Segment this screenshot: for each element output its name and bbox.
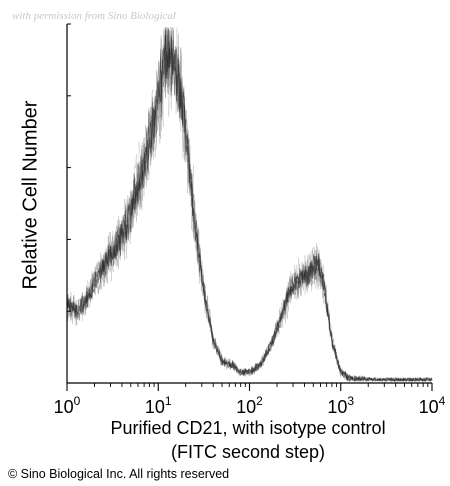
x-tick-label-exponent: 0 [74,394,81,408]
histogram-trace-3 [66,29,432,383]
histogram-trace-6 [66,27,433,383]
x-tick-label-exponent: 1 [165,394,172,408]
axis-layer [66,24,432,384]
x-tick-label-exponent: 4 [439,394,446,408]
x-tick-label: 104 [419,394,446,417]
x-tick-label-base: 10 [236,397,256,417]
copyright-text: © Sino Biological Inc. All rights reserv… [8,467,230,481]
y-axis-label: Relative Cell Number [19,100,42,290]
x-tick-label-base: 10 [327,397,347,417]
watermark-text: with permission from Sino Biological [12,10,176,22]
histogram-trace-2 [66,27,433,383]
x-tick-label-base: 10 [419,397,439,417]
x-tick-label-exponent: 2 [256,394,263,408]
histogram-trace-1 [66,27,433,383]
x-tick-label-exponent: 3 [347,394,354,408]
x-tick-label-base: 10 [54,397,74,417]
x-axis-label-line2: (FITC second step) [170,442,326,462]
x-tick-label: 101 [145,394,172,417]
x-tick-label-base: 10 [145,397,165,417]
tick-layer: 100 101 102 103 104 [54,23,446,417]
histogram-trace-layer [66,27,433,383]
x-tick-label: 102 [236,394,263,417]
x-axis-label: Purified CD21, with isotype control [110,418,386,438]
histogram-trace-4 [66,27,433,383]
x-tick-label: 100 [54,394,81,417]
histogram-trace-5 [66,27,433,383]
x-tick-label: 103 [327,394,354,417]
